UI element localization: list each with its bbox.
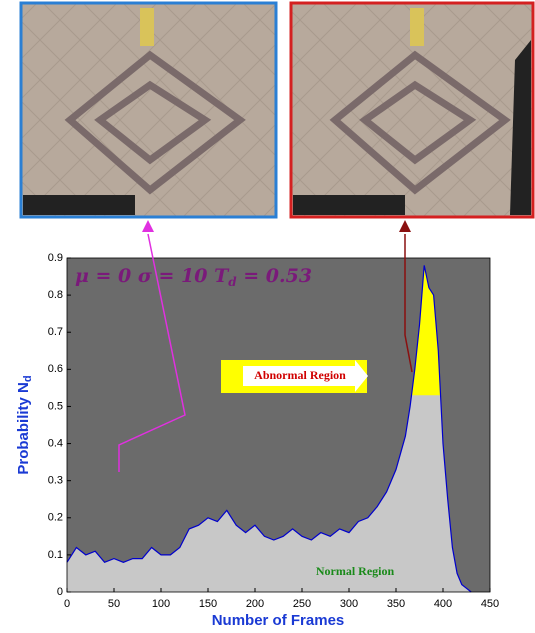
x-tick-label: 200 [246, 598, 264, 610]
pointer-head [142, 220, 154, 232]
annotation: μ = 0 σ = 10 Td = 0.53 [75, 265, 312, 289]
x-tick-label: 50 [108, 598, 120, 610]
pointer-head [399, 220, 411, 232]
y-tick-label: 0.4 [48, 437, 63, 449]
photo-abnormal [291, 3, 533, 217]
y-tick-label: 0.9 [48, 252, 63, 264]
y-tick-label: 0.8 [48, 289, 63, 301]
x-tick-label: 250 [293, 598, 311, 610]
x-tick-label: 150 [199, 598, 217, 610]
x-axis-label: Number of Frames [212, 612, 345, 629]
y-tick-label: 0.3 [48, 475, 63, 487]
x-tick-label: 100 [152, 598, 170, 610]
abnormal-label: Abnormal Region [254, 368, 346, 382]
y-tick-label: 0.7 [48, 326, 63, 338]
y-tick-label: 0.6 [48, 363, 63, 375]
y-axis-label: Probability Nd [15, 375, 34, 474]
normal-label: Normal Region [316, 564, 395, 578]
figure: 0 0.1 0.2 0.3 0.4 0.5 0.6 0.7 0.8 0.9 0 50 100 150 200… [0, 0, 535, 633]
photo-normal [21, 3, 276, 217]
x-tick-label: 400 [434, 598, 452, 610]
abnormal-marker: Abnormal Region [221, 360, 368, 393]
y-tick-label: 0.2 [48, 512, 63, 524]
y-tick-label: 0 [57, 586, 63, 598]
x-tick-label: 300 [340, 598, 358, 610]
y-tick-label: 0.5 [48, 400, 63, 412]
x-tick-label: 450 [481, 598, 499, 610]
x-tick-label: 0 [64, 598, 70, 610]
x-tick-label: 350 [387, 598, 405, 610]
y-tick-label: 0.1 [48, 549, 63, 561]
